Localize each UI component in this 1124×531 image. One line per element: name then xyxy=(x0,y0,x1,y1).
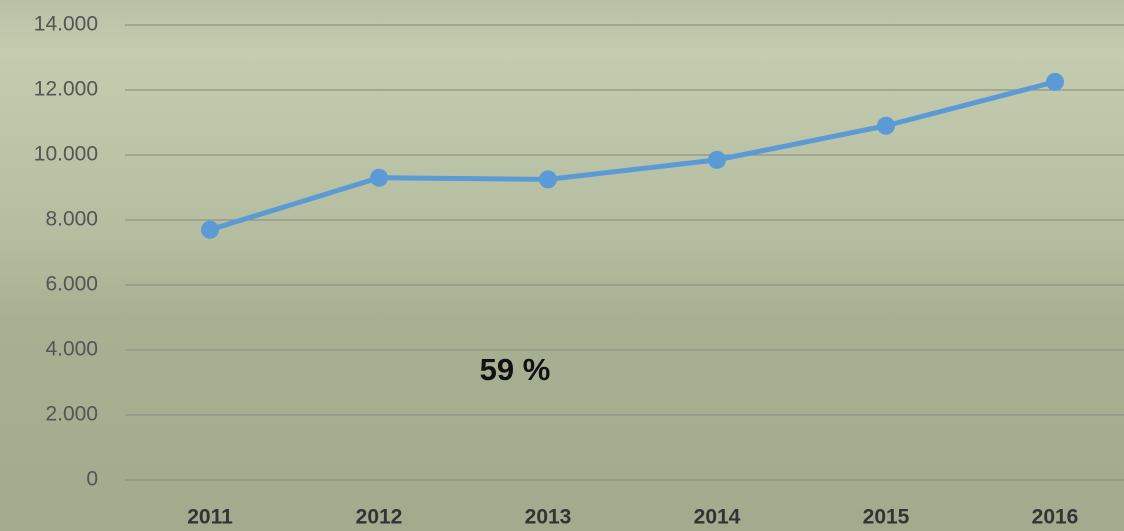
y-tick-label: 10.000 xyxy=(34,143,98,166)
x-tick-label: 2016 xyxy=(1032,506,1079,529)
background xyxy=(0,0,1124,531)
point xyxy=(370,169,388,187)
y-tick-label: 0 xyxy=(86,468,98,491)
point xyxy=(708,151,726,169)
annotation: 59 % xyxy=(480,352,551,387)
point xyxy=(201,221,219,239)
point xyxy=(1046,73,1064,91)
y-tick-label: 12.000 xyxy=(34,78,98,101)
y-tick-label: 8.000 xyxy=(45,208,98,231)
y-tick-label: 14.000 xyxy=(34,13,98,36)
y-tick-label: 6.000 xyxy=(45,273,98,296)
x-tick-label: 2014 xyxy=(694,506,741,529)
point xyxy=(877,117,895,135)
point xyxy=(539,170,557,188)
y-tick-label: 4.000 xyxy=(45,338,98,361)
x-tick-label: 2011 xyxy=(187,506,233,529)
y-tick-label: 2.000 xyxy=(45,403,98,426)
x-tick-label: 2012 xyxy=(356,506,403,529)
chart: 0 2.000 4.000 6.000 8.000 10.000 12.000 14.000 2… xyxy=(0,0,1124,531)
x-tick-label: 2013 xyxy=(525,506,572,529)
x-tick-label: 2015 xyxy=(863,506,910,529)
page: {"chart_data": {"type": "line", "categor… xyxy=(0,0,1124,531)
